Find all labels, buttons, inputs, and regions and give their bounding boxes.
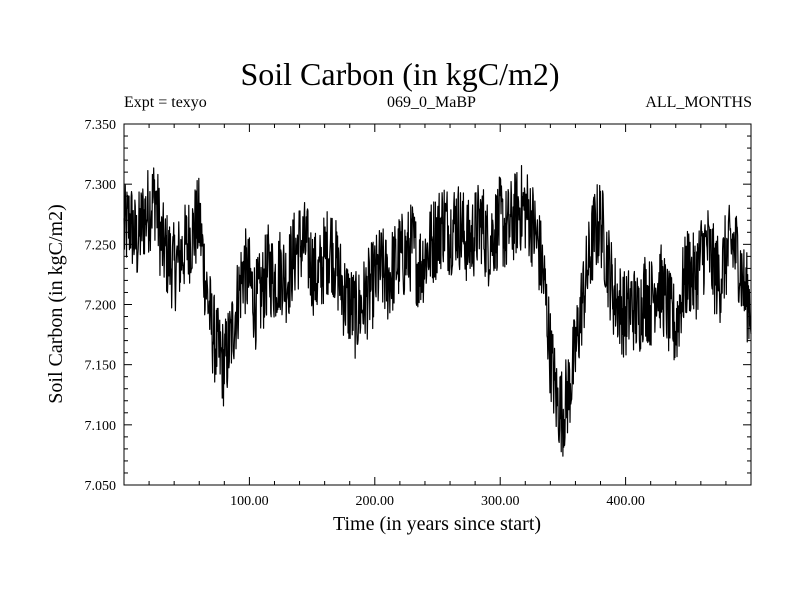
x-tick-label: 400.00 [606, 494, 645, 509]
y-tick-label: 7.350 [85, 118, 117, 133]
series-layer [123, 164, 752, 457]
x-tick-label: 200.00 [356, 494, 395, 509]
run-label: 069_0_MaBP [387, 94, 476, 111]
y-tick-label: 7.300 [85, 178, 117, 193]
x-tick-label: 100.00 [230, 494, 269, 509]
x-axis-label: Time (in years since start) [333, 513, 541, 535]
y-tick-label: 7.050 [85, 479, 117, 494]
x-tick-label: 300.00 [481, 494, 520, 509]
y-axis-label: Soil Carbon (in kgC/m2) [45, 204, 67, 403]
y-tick-label: 7.250 [85, 238, 117, 253]
chart-title: Soil Carbon (in kgC/m2) [240, 56, 560, 92]
y-tick-label: 7.200 [85, 299, 117, 314]
experiment-label: Expt = texyo [124, 94, 207, 111]
period-label: ALL_MONTHS [645, 94, 752, 111]
y-tick-label: 7.150 [85, 359, 117, 374]
plot-frame [123, 123, 752, 486]
y-tick-label: 7.100 [85, 419, 117, 434]
ticks-layer: 7.050 7.100 7.150 7.200 7.250 7.300 7.350 100.0… [85, 118, 751, 509]
series-line [123, 164, 752, 457]
